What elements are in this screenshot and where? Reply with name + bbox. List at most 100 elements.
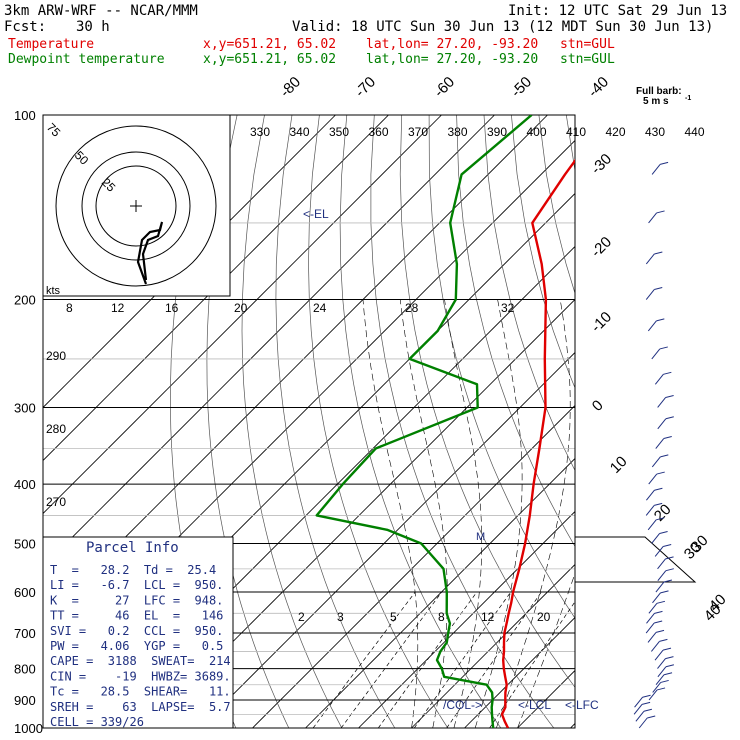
isotherm-line — [517, 669, 575, 728]
wind-barb — [657, 558, 666, 570]
dewpoint-trace — [315, 115, 533, 728]
isotherm-line — [570, 722, 575, 728]
wind-barb-flag — [654, 620, 663, 624]
wind-barb — [654, 373, 664, 385]
wind-barb-flag — [665, 394, 674, 398]
isotherm-line — [43, 115, 389, 462]
wind-barb-flag — [656, 210, 665, 214]
forecast-label: Fcst: — [4, 19, 47, 35]
barb-legend-superscript: -1 — [685, 95, 691, 102]
isotherm-line — [199, 351, 575, 728]
wind-barb-flag — [643, 708, 652, 712]
isotherm-line — [43, 115, 495, 568]
hodograph-tick-label: 28 — [405, 301, 419, 315]
wind-barb-flag — [647, 715, 656, 719]
wind-barb — [648, 212, 657, 224]
theta-label: 430 — [645, 125, 665, 139]
wind-barb — [647, 632, 657, 643]
wind-barb-flag — [660, 454, 669, 458]
wind-barb-flag — [665, 416, 674, 420]
dry-adiabat-line — [704, 115, 740, 728]
wind-barb — [655, 674, 665, 686]
parcel-info-row: CELL = 339/26 — [50, 715, 144, 729]
wind-barb — [657, 418, 667, 430]
dry-adiabat-line — [538, 115, 575, 295]
wind-barb-flag — [656, 471, 665, 475]
wind-barb — [655, 581, 665, 593]
wind-scale-line — [575, 536, 697, 583]
melting-marker: M — [476, 531, 485, 543]
parcel-info-title: Parcel Info — [86, 540, 179, 556]
temperature-latlon: lat,lon= 27.20, -93.20 — [366, 37, 539, 52]
dry-adiabat-line — [511, 115, 575, 389]
wind-barb-flag — [654, 251, 663, 255]
isotherm-line — [146, 298, 575, 728]
pressure-tick-label: 900 — [14, 693, 36, 708]
wind-barb-flag — [665, 568, 674, 572]
mixing-ratio-label: 20 — [537, 610, 551, 624]
wind-barb — [651, 456, 661, 468]
wind-barb — [651, 641, 660, 652]
dewpoint-station: stn=GUL — [560, 52, 615, 67]
isotherm-line — [358, 510, 575, 728]
wind-barb-flag — [659, 638, 668, 642]
wind-barb-flag — [641, 701, 651, 705]
hodograph-tick-label: 24 — [313, 301, 327, 315]
temperature-xy: x,y=651.21, 65.02 — [203, 37, 337, 52]
dry-adiabat-line — [456, 115, 575, 548]
parcel-info-box — [42, 536, 234, 729]
pressure-tick-label: 200 — [14, 293, 36, 308]
wind-barb — [651, 348, 661, 360]
hodograph-tick-label: 12 — [111, 301, 125, 315]
parcel-info-row: CIN = -19 HWBZ= 3689. — [50, 669, 231, 683]
wind-barb-flag — [663, 672, 673, 676]
parcel-info-row: SREH = 63 LAPSE= 5.7 — [50, 700, 231, 714]
mixing-ratio-label: 8 — [438, 610, 445, 624]
isotherm-line — [464, 616, 575, 728]
wind-barb-flag — [659, 161, 669, 165]
theta-left-label: 270 — [46, 495, 66, 509]
wind-barb — [654, 649, 664, 661]
wind-barb — [647, 320, 657, 332]
col-marker: /COL-> — [443, 698, 482, 712]
parcel-info-row: TT = 46 EL = 146 — [50, 609, 223, 623]
isotherm-label: -60 — [431, 73, 458, 100]
isotherm-label: -70 — [352, 73, 379, 100]
temperature-legend-label: Temperature — [8, 37, 95, 52]
dry-adiabat-line — [339, 115, 502, 728]
isotherm-line — [305, 457, 575, 728]
isotherm-line — [43, 115, 548, 621]
isotherm-label: -30 — [588, 150, 615, 177]
wind-barb-flag — [656, 318, 665, 322]
wind-barb-flag — [665, 664, 674, 668]
wind-barb — [645, 289, 655, 300]
hodograph-ring — [55, 125, 217, 287]
theta-label: 350 — [329, 125, 349, 139]
parcel-info-row: T = 28.2 Td = 25.4 — [50, 563, 216, 577]
wind-barb — [648, 473, 658, 485]
plot-frame — [42, 114, 576, 729]
wind-barb-flag — [659, 346, 668, 350]
isotherm-label: -80 — [277, 73, 304, 100]
wind-barb-flag — [655, 629, 665, 633]
wind-barb — [634, 696, 643, 708]
wind-barb — [648, 603, 658, 614]
parcel-info-row: PW = 4.06 YGP = 0.5 — [50, 639, 223, 653]
isotherm-label: 0 — [589, 397, 607, 415]
dewpoint-legend-label: Dewpoint temperature — [8, 52, 165, 67]
wind-barb-flag — [656, 600, 666, 604]
wind-barb — [635, 710, 645, 722]
wind-barb-flag — [660, 679, 669, 683]
el-marker: <-EL — [303, 207, 329, 221]
wind-barb-flag — [660, 590, 669, 594]
isotherm-label: -50 — [508, 73, 535, 100]
dry-adiabat-line — [370, 115, 555, 728]
dry-adiabat-line — [594, 115, 740, 728]
wind-barb-flag — [642, 694, 651, 698]
pressure-tick-label: 1000 — [14, 721, 43, 736]
wind-barb — [645, 253, 655, 265]
dewpoint-latlon: lat,lon= 27.20, -93.20 — [366, 52, 539, 67]
dry-adiabat-line — [308, 115, 449, 728]
hodograph-unit-label: kts — [46, 285, 61, 297]
